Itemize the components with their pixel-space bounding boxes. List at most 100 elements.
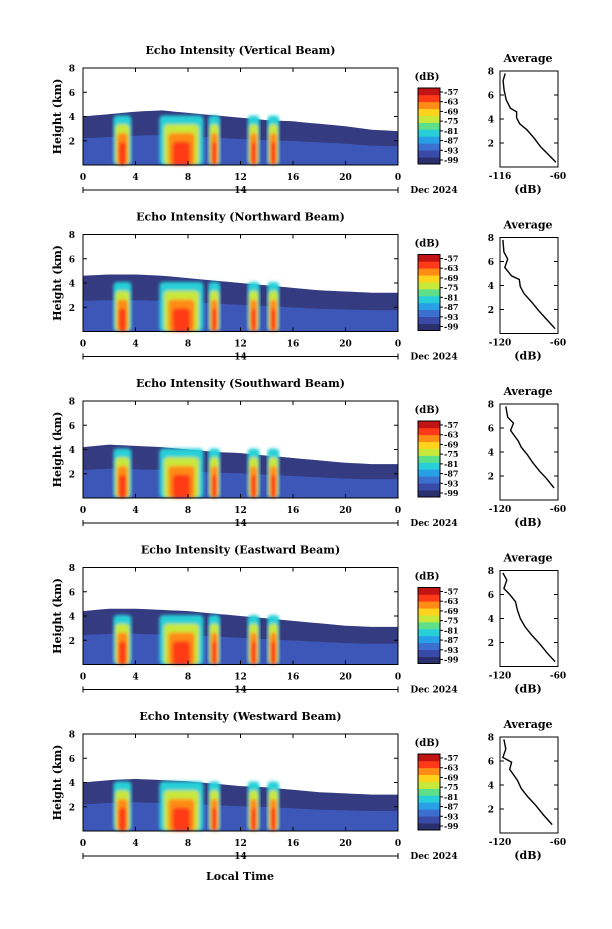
profile-frame (499, 736, 559, 834)
colorbar-swatch (418, 323, 440, 331)
colorbar-tick-label: -69 (444, 439, 459, 449)
profile-xlabel: (dB) (514, 849, 541, 862)
profile-x-tick-label: -60 (550, 672, 566, 682)
panel-title: Echo Intensity (Eastward Beam) (141, 544, 340, 557)
strong-echo-core (113, 781, 132, 831)
colorbar-swatch (418, 760, 440, 769)
x-tick-label: 4 (132, 340, 138, 350)
colorbar-tick-label: -57 (444, 753, 458, 763)
colorbar-tick-label: -75 (444, 283, 458, 293)
colorbar-unit: (dB) (415, 405, 440, 416)
profile-frame (499, 237, 559, 334)
colorbar-swatch (418, 309, 440, 317)
colorbar-unit: (dB) (415, 239, 440, 250)
strong-echo-core (159, 115, 204, 165)
x-tick-label: 4 (132, 673, 138, 683)
colorbar-tick-label: -75 (444, 449, 458, 459)
profile-x-tick-label: -120 (489, 838, 512, 848)
strong-echo-core (208, 282, 221, 332)
y-tick-label: 8 (69, 398, 75, 408)
colorbar-swatch (418, 594, 440, 602)
strong-echo-core (247, 781, 260, 831)
colorbar-tick-label: -75 (444, 116, 458, 126)
colorbar-swatch (418, 642, 440, 650)
profile-title: Average (502, 552, 552, 565)
colorbar-swatch (418, 622, 440, 630)
profile-xlabel: (dB) (514, 516, 541, 529)
strong-echo-core (208, 115, 221, 165)
strong-echo-core (113, 282, 132, 332)
x-tick-label: 20 (339, 673, 352, 683)
profile-x-tick-label: -120 (489, 339, 512, 349)
echo-core-layer (270, 308, 276, 332)
strong-echo-core (159, 615, 204, 665)
profile-y-tick-label: 6 (488, 591, 494, 601)
colorbar-swatch (418, 809, 440, 817)
x-tick-label: 16 (287, 839, 300, 849)
echo-core-layer (172, 141, 191, 165)
profile-xlabel: (dB) (514, 683, 541, 696)
y-tick-label: 8 (69, 731, 75, 741)
echo-core-layer (211, 308, 217, 332)
colorbar-tick-label: -99 (444, 322, 459, 332)
date-label: Dec 2024 (410, 686, 457, 696)
colorbar-swatch (418, 628, 440, 637)
profile-x-tick-label: -60 (550, 172, 566, 182)
echo-core-layer (172, 308, 191, 332)
profile-y-tick-label: 4 (488, 449, 494, 459)
x-tick-label: 0 (80, 173, 86, 183)
colorbar-swatch (418, 268, 440, 276)
profile-y-tick-label: 4 (488, 615, 494, 625)
colorbar-tick-label: -69 (444, 273, 459, 283)
colorbar-tick-label: -87 (444, 469, 458, 479)
echo-core-layer (118, 807, 126, 831)
colorbar-swatch (418, 129, 440, 137)
colorbar-tick-label: -93 (444, 145, 459, 155)
echo-core-layer (270, 641, 276, 665)
colorbar-swatch (418, 774, 440, 782)
x-tick-label: 8 (185, 340, 191, 350)
echo-core-layer (118, 141, 126, 165)
date-label: Dec 2024 (410, 186, 457, 196)
y-tick-label: 4 (69, 446, 75, 456)
echo-core-layer (211, 641, 217, 665)
strong-echo-core (208, 781, 221, 831)
colorbar-tick-label: -81 (444, 792, 458, 802)
colorbar-swatch (418, 295, 440, 304)
colorbar-tick-label: -63 (444, 596, 459, 606)
echo-core-layer (251, 141, 256, 165)
profile-y-tick-label: 8 (488, 401, 494, 411)
y-tick-label: 8 (69, 564, 75, 574)
profile-y-tick-label: 8 (488, 567, 494, 577)
x-tick-label: 12 (234, 839, 247, 849)
colorbar-frame (417, 587, 441, 664)
strong-echo-core (267, 781, 280, 831)
y-axis-label: Height (km) (51, 79, 64, 155)
day-label: 14 (234, 186, 247, 196)
profile-frame (499, 570, 559, 667)
y-tick-label: 4 (69, 113, 75, 123)
colorbar-tick-label: -75 (444, 782, 458, 792)
x-tick-label: 20 (339, 173, 352, 183)
profile-y-tick-label: 8 (488, 734, 494, 744)
colorbar-tick-label: -93 (444, 478, 459, 488)
y-tick-label: 8 (69, 231, 75, 241)
profile-line (502, 739, 553, 826)
colorbar-tick-label: -69 (444, 606, 459, 616)
strong-echo-core (159, 448, 204, 498)
colorbar-swatch (418, 101, 440, 110)
colorbar-swatch (418, 781, 440, 789)
x-axis-label: Local Time (206, 870, 274, 883)
day-label: 14 (234, 519, 247, 529)
profile-y-tick-label: 2 (488, 639, 494, 649)
echo-core-layer (118, 641, 126, 665)
colorbar-swatch (418, 434, 440, 443)
strong-echo-core (247, 115, 260, 165)
x-tick-label: 0 (80, 839, 86, 849)
x-tick-label: 12 (234, 506, 247, 516)
colorbar-tick-label: -57 (444, 420, 458, 430)
colorbar-tick-label: -87 (444, 802, 458, 812)
colorbar-tick-label: -69 (444, 772, 459, 782)
colorbar-swatch (418, 490, 440, 498)
colorbar-swatch (418, 462, 440, 470)
